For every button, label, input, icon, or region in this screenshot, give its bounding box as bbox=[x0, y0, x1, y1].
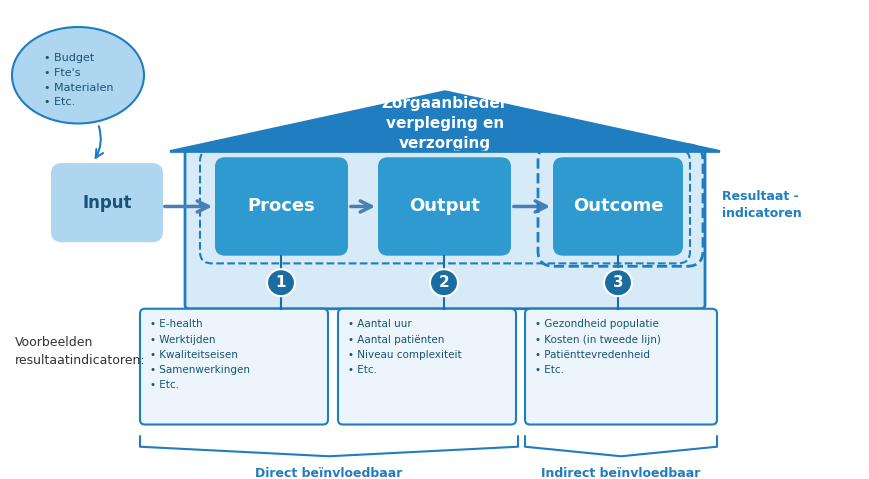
FancyBboxPatch shape bbox=[140, 309, 328, 424]
Text: Voorbeelden
resultaatindicatoren:: Voorbeelden resultaatindicatoren: bbox=[15, 336, 145, 367]
Text: 2: 2 bbox=[438, 275, 449, 290]
FancyBboxPatch shape bbox=[553, 157, 682, 256]
Text: • E-health
• Werktijden
• Kwaliteitseisen
• Samenwerkingen
• Etc.: • E-health • Werktijden • Kwaliteitseise… bbox=[149, 319, 249, 390]
Polygon shape bbox=[169, 91, 720, 151]
FancyBboxPatch shape bbox=[52, 164, 162, 241]
Text: Input: Input bbox=[83, 194, 131, 212]
Text: Resultaat -
indicatoren: Resultaat - indicatoren bbox=[721, 190, 801, 219]
Text: Proces: Proces bbox=[248, 197, 315, 216]
Text: • Gezondheid populatie
• Kosten (in tweede lijn)
• Patiënttevredenheid
• Etc.: • Gezondheid populatie • Kosten (in twee… bbox=[534, 319, 660, 375]
FancyBboxPatch shape bbox=[524, 309, 716, 424]
Circle shape bbox=[267, 269, 295, 296]
Text: Direct beïnvloedbaar: Direct beïnvloedbaar bbox=[255, 467, 402, 479]
Text: Output: Output bbox=[408, 197, 480, 216]
Ellipse shape bbox=[12, 27, 144, 124]
Text: • Aantal uur
• Aantal patiënten
• Niveau complexiteit
• Etc.: • Aantal uur • Aantal patiënten • Niveau… bbox=[348, 319, 461, 375]
Text: Outcome: Outcome bbox=[572, 197, 662, 216]
FancyBboxPatch shape bbox=[215, 157, 348, 256]
Text: Indirect beïnvloedbaar: Indirect beïnvloedbaar bbox=[541, 467, 700, 479]
Text: 3: 3 bbox=[612, 275, 622, 290]
Text: • Budget
• Fte's
• Materialen
• Etc.: • Budget • Fte's • Materialen • Etc. bbox=[44, 53, 113, 107]
Circle shape bbox=[429, 269, 457, 296]
Text: 1: 1 bbox=[275, 275, 286, 290]
Circle shape bbox=[603, 269, 631, 296]
FancyBboxPatch shape bbox=[377, 157, 510, 256]
FancyBboxPatch shape bbox=[185, 149, 704, 309]
Text: Zorgaanbieder
verpleging en
verzorging: Zorgaanbieder verpleging en verzorging bbox=[381, 96, 507, 151]
FancyBboxPatch shape bbox=[338, 309, 515, 424]
